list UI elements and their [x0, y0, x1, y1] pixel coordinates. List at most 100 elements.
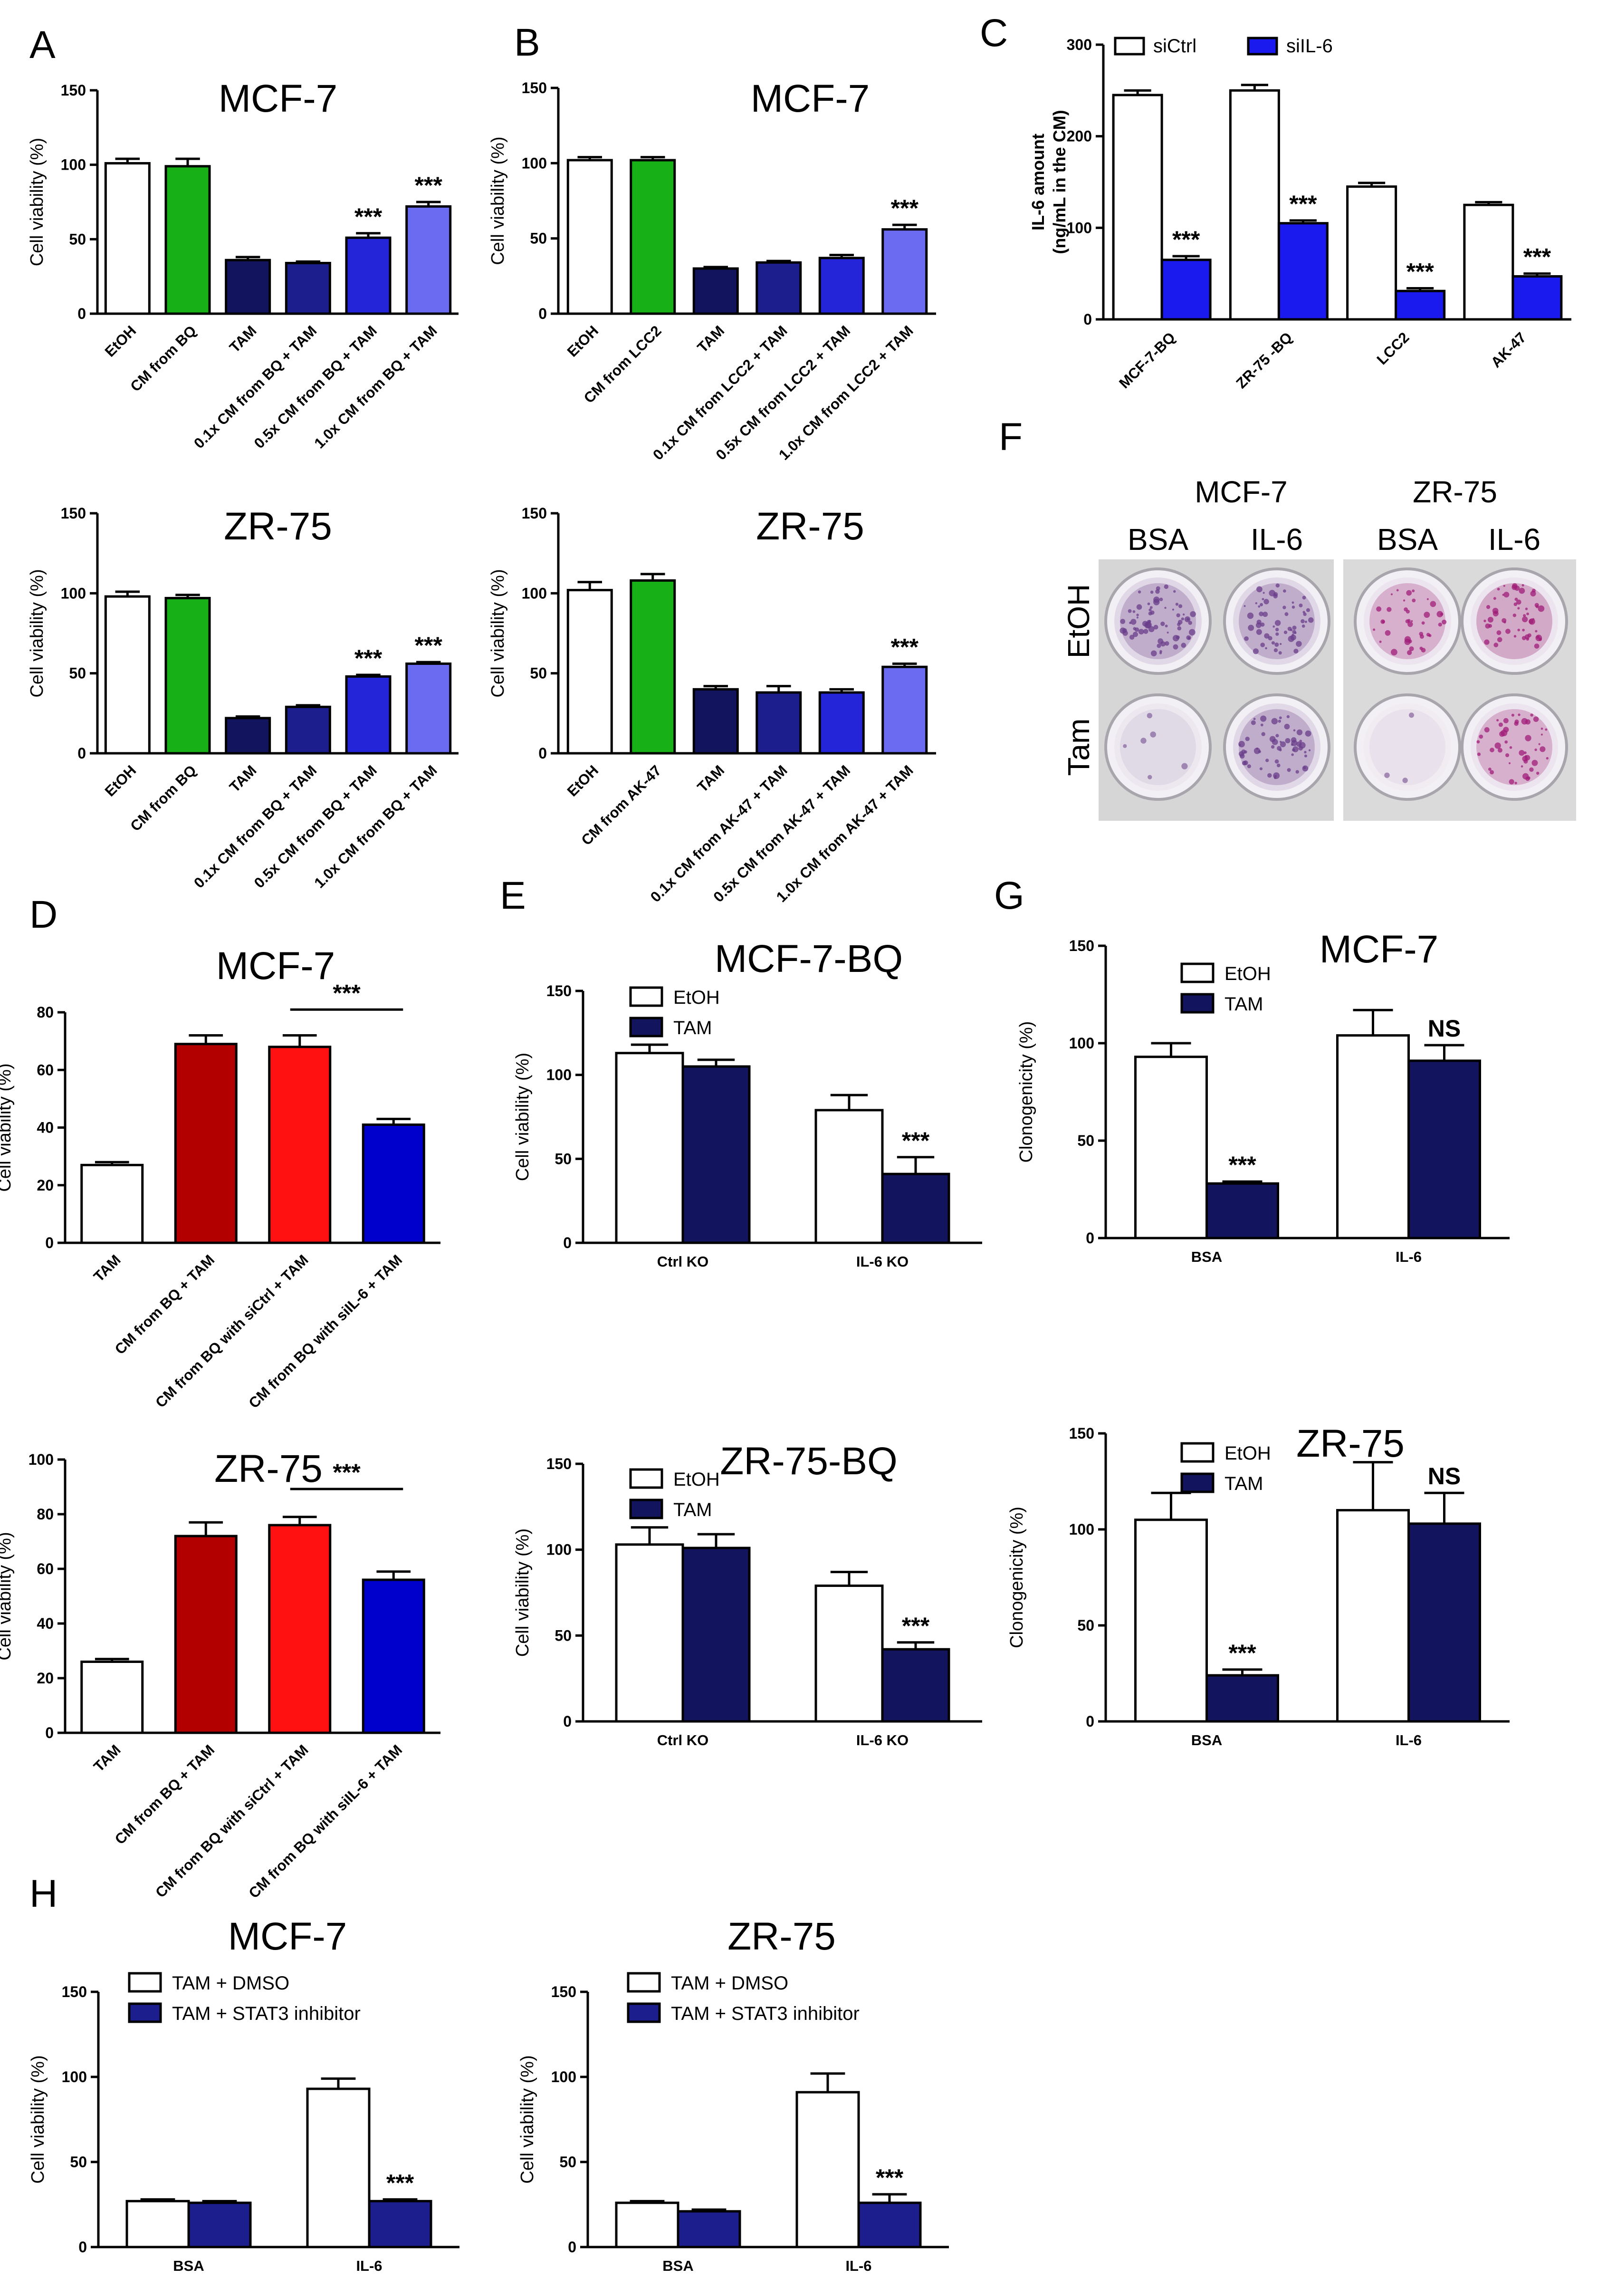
- y-tick-label: 50: [70, 2153, 87, 2171]
- legend-swatch: [627, 1972, 661, 1993]
- colony-speck: [1130, 619, 1137, 625]
- legend-swatch: [1114, 37, 1145, 56]
- bar: [306, 2087, 371, 2248]
- significance-label: ***: [1172, 226, 1200, 253]
- colony-speck: [1521, 765, 1523, 768]
- bar: [1395, 289, 1446, 321]
- significance-label: ***: [354, 645, 383, 672]
- chart-title: ZR-75: [1296, 1422, 1405, 1465]
- bar: [174, 1535, 238, 1734]
- x-tick-label: BSA: [662, 2258, 693, 2274]
- colony-speck: [1296, 741, 1302, 747]
- colony-speck: [1239, 753, 1245, 759]
- colony-speck: [1138, 629, 1144, 635]
- bar: [881, 1172, 950, 1244]
- colony-speck: [1292, 625, 1297, 630]
- colony-speck: [1513, 635, 1517, 638]
- colony-speck: [1517, 607, 1520, 610]
- colony-speck: [1284, 612, 1289, 616]
- colony-speck: [1258, 750, 1261, 753]
- panel-f-plates: MCF-7 ZR-75 BSA IL-6 BSA IL-6 EtOH Tam: [1062, 475, 1576, 821]
- chart-title: ZR-75: [214, 1447, 323, 1490]
- bar: [225, 259, 271, 315]
- colony-speck: [1497, 587, 1500, 591]
- colony-speck: [1419, 646, 1423, 650]
- colony-speck: [1242, 760, 1247, 766]
- panel-f-col-mcf7: MCF-7: [1195, 475, 1288, 509]
- bar: [1134, 1518, 1208, 1723]
- colony-speck: [1426, 598, 1429, 600]
- colony-speck: [1514, 586, 1520, 591]
- significance-label: NS: [1428, 1015, 1461, 1042]
- colony-speck: [1522, 616, 1528, 623]
- x-tick-label: 0.1x CM from BQ + TAM: [191, 322, 320, 452]
- colony-speck: [1260, 603, 1263, 606]
- bar: [1336, 1509, 1410, 1723]
- y-axis-label: Cell viability (%): [488, 136, 508, 265]
- significance-label: ***: [414, 172, 442, 199]
- colony-speck: [1385, 630, 1391, 636]
- legend-label: TAM + STAT3 inhibitor: [172, 2003, 361, 2024]
- x-tick-label: AK-47: [1488, 329, 1530, 371]
- colony-speck: [1534, 603, 1539, 607]
- colony-speck: [1428, 634, 1430, 637]
- colony-speck: [1278, 651, 1282, 655]
- colony-speck: [1421, 621, 1425, 625]
- colony-speck: [1503, 585, 1505, 587]
- y-tick-label: 0: [568, 2238, 576, 2256]
- colony-speck: [1390, 593, 1393, 596]
- colony-speck: [1440, 613, 1444, 616]
- colony-speck: [1285, 738, 1291, 744]
- colony-speck: [1493, 597, 1496, 600]
- y-tick-label: 300: [1067, 36, 1092, 53]
- bar: [1407, 1059, 1481, 1239]
- colony-speck: [1189, 629, 1196, 636]
- y-axis-label: Cell viability (%): [513, 1528, 533, 1657]
- colony-speck: [1436, 611, 1443, 617]
- significance-label: ***: [386, 2170, 414, 2196]
- colony-speck: [1291, 601, 1294, 604]
- colony-speck: [1503, 621, 1506, 624]
- colony-speck: [1275, 632, 1279, 636]
- bar: [681, 1547, 751, 1723]
- significance-label: ***: [414, 632, 442, 659]
- bar: [174, 1043, 238, 1244]
- x-tick-label: Ctrl KO: [657, 1253, 709, 1270]
- bar: [268, 1046, 332, 1244]
- x-tick-label: CM from BQ with siCtrl + TAM: [152, 1251, 311, 1411]
- colony-speck: [1409, 646, 1414, 652]
- y-tick-label: 0: [45, 1234, 54, 1251]
- colony-speck: [1248, 624, 1254, 631]
- colony-speck: [1308, 617, 1314, 623]
- x-tick-label: TAM: [694, 762, 728, 796]
- colony-speck: [1173, 644, 1178, 650]
- colony-speck: [1145, 621, 1152, 628]
- y-axis-label: Cell viability (%): [513, 1053, 533, 1181]
- colony-speck: [1538, 743, 1540, 745]
- bar: [285, 705, 331, 755]
- legend-swatch: [1180, 962, 1215, 983]
- colony-speck: [1404, 638, 1411, 645]
- colony-speck: [1244, 605, 1246, 607]
- colony-speck: [1286, 715, 1290, 719]
- colony-speck: [1291, 634, 1294, 636]
- legend-swatch: [1180, 1442, 1215, 1463]
- x-tick-label: 0.1x CM from LCC2 + TAM: [650, 322, 791, 463]
- colony-speck: [1476, 740, 1480, 744]
- colony-speck: [1539, 638, 1542, 641]
- y-tick-label: 0: [1083, 311, 1092, 328]
- plate-mcf7-tam-bsa: [1104, 693, 1212, 801]
- colony-speck: [1241, 749, 1246, 754]
- colony-speck: [1438, 623, 1442, 627]
- y-tick-label: 20: [37, 1670, 54, 1687]
- colony-speck: [1301, 619, 1305, 624]
- bar: [104, 162, 151, 315]
- x-tick-label: 0.5x CM from LCC2 + TAM: [713, 322, 854, 463]
- colony-speck: [1442, 619, 1447, 624]
- colony-speck: [1274, 642, 1279, 647]
- colony-speck: [1279, 749, 1282, 751]
- colony-speck: [1181, 643, 1186, 648]
- y-tick-label: 0: [77, 745, 86, 762]
- y-tick-label: 40: [37, 1119, 54, 1136]
- legend-label: TAM + DMSO: [172, 1973, 289, 1994]
